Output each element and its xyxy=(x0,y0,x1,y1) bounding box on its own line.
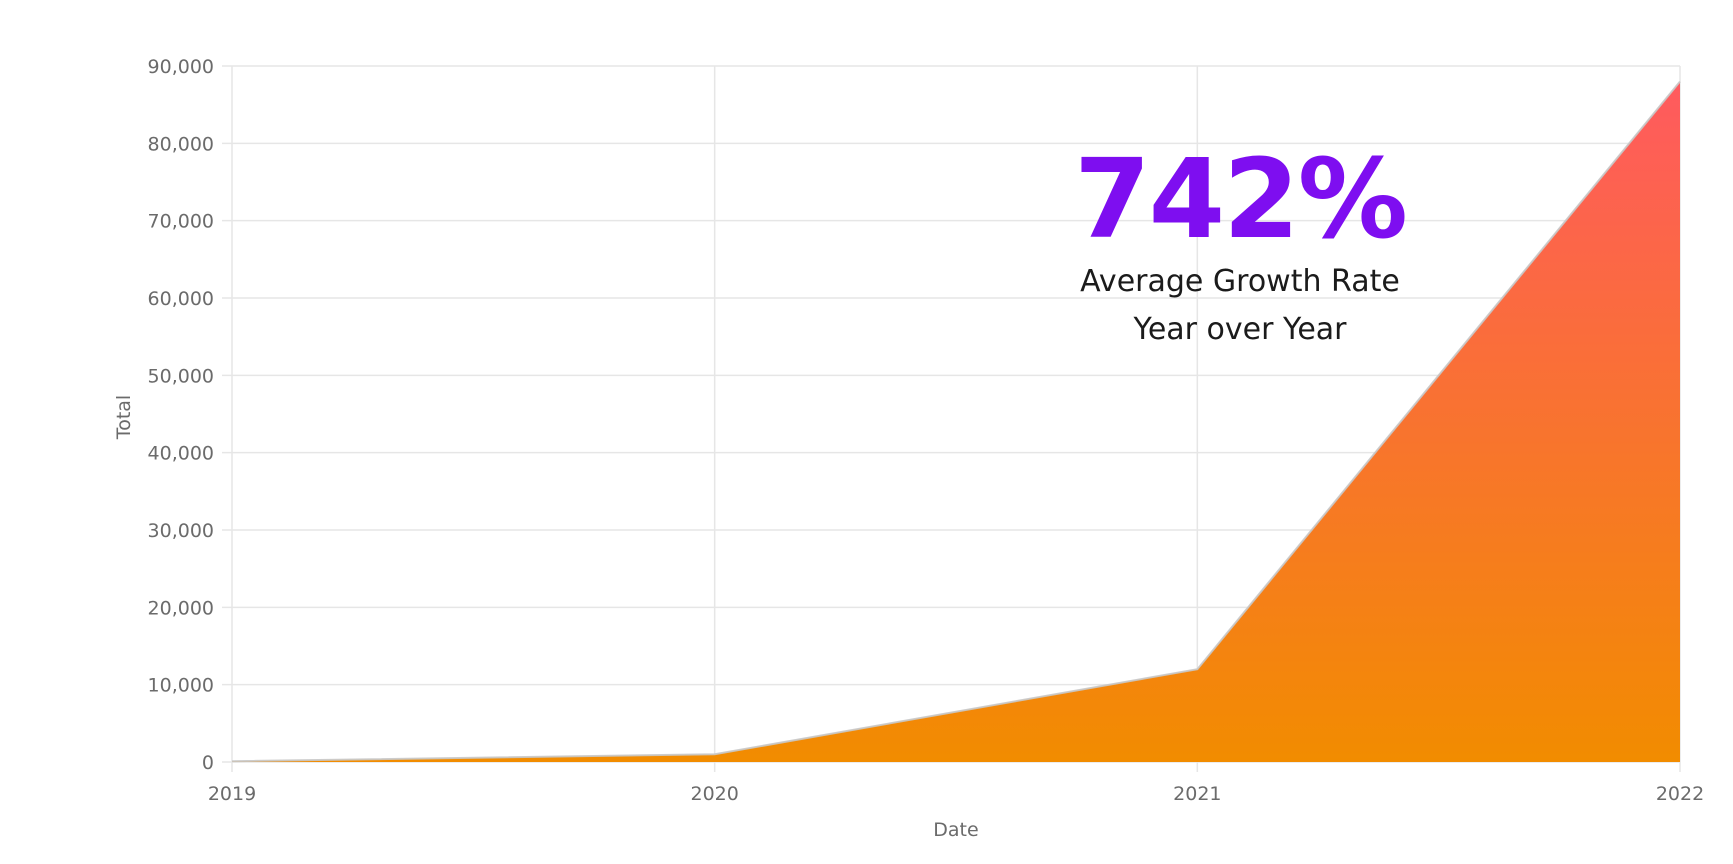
y-tick-label: 40,000 xyxy=(148,443,214,465)
data-point xyxy=(1197,669,1198,670)
y-tick-label: 0 xyxy=(202,752,214,774)
growth-rate-label: Average Growth Rate xyxy=(1080,264,1400,299)
y-tick-label: 10,000 xyxy=(148,675,214,697)
y-tick-label: 50,000 xyxy=(148,365,214,387)
y-axis-ticks: 0 10,000 20,000 30,000 40,000 50,000 60,000 70,… xyxy=(148,56,214,774)
data-point xyxy=(714,754,715,755)
growth-rate-value: 742% xyxy=(1074,135,1408,263)
x-axis-ticks: 2019 2020 2021 2022 xyxy=(208,783,1704,805)
x-tick-label: 2021 xyxy=(1173,783,1221,805)
x-tick-label: 2022 xyxy=(1656,783,1704,805)
growth-callout: 742% Average Growth Rate Year over Year xyxy=(1040,140,1440,354)
x-tick-label: 2019 xyxy=(208,783,256,805)
y-tick-label: 80,000 xyxy=(148,133,214,155)
y-axis-title: Total xyxy=(113,395,135,440)
x-tick-label: 2020 xyxy=(690,783,738,805)
growth-rate-sublabel: Year over Year xyxy=(1133,312,1347,347)
data-point xyxy=(1680,81,1681,82)
y-tick-label: 20,000 xyxy=(148,597,214,619)
area-series xyxy=(231,80,1681,763)
y-tick-label: 70,000 xyxy=(148,211,214,233)
x-axis-title: Date xyxy=(933,819,978,841)
area-line xyxy=(231,80,1681,763)
area-fill xyxy=(232,81,1680,762)
y-tick-label: 90,000 xyxy=(148,56,214,78)
y-tick-label: 60,000 xyxy=(148,288,214,310)
data-point xyxy=(232,761,233,762)
y-tick-label: 30,000 xyxy=(148,520,214,542)
